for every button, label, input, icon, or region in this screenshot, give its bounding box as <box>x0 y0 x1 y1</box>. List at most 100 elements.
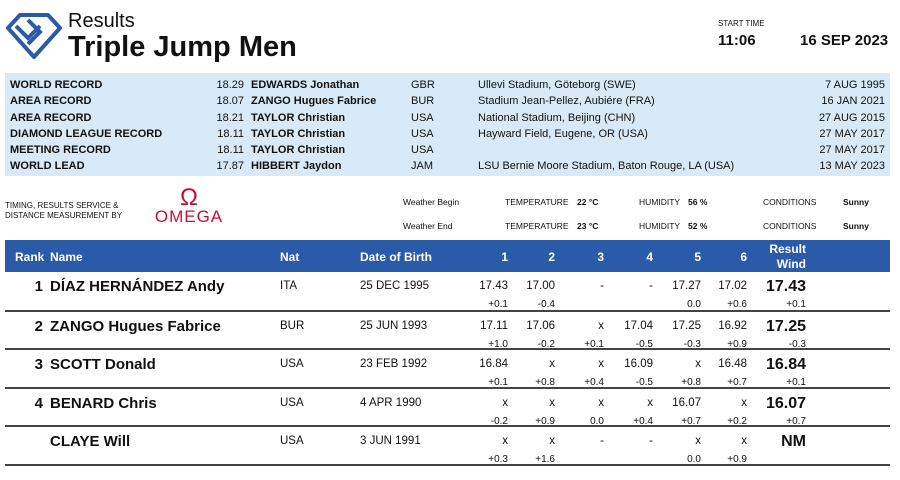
attempt-mark: 17.04 <box>624 320 653 332</box>
record-date: 27 MAY 2017 <box>819 144 885 157</box>
attempt-mark: x <box>741 435 747 447</box>
record-venue: National Stadium, Beijing (CHN) <box>478 111 636 124</box>
attempt-mark: - <box>649 435 653 447</box>
attempt-wind: 0.0 <box>687 454 701 465</box>
attempt-mark: x <box>549 397 555 409</box>
rank: 1 <box>34 278 43 295</box>
weather-hum-label: HUMIDITY <box>639 197 681 207</box>
record-venue: Hayward Field, Eugene, OR (USA) <box>478 127 648 140</box>
start-time: 11:06 <box>718 32 756 49</box>
date-of-birth: 23 FEB 1992 <box>360 358 428 370</box>
attempt-wind: -0.5 <box>635 377 653 388</box>
attempt-wind: +0.7 <box>681 416 701 427</box>
header-attempt-1: 1 <box>501 250 508 264</box>
record-date: 27 AUG 2015 <box>818 111 885 124</box>
rank: 2 <box>34 318 43 335</box>
attempt-wind: +0.6 <box>727 299 747 310</box>
weather-hum: 52 % <box>688 221 708 231</box>
athlete-name: SCOTT Donald <box>50 356 156 373</box>
record-row: AREA RECORD 18.21 TAYLOR Christian USA Natio… <box>5 110 890 126</box>
record-nat: USA <box>411 144 434 157</box>
header-rank: Rank <box>15 250 45 264</box>
attempt-mark: x <box>695 358 701 370</box>
header-dob: Date of Birth <box>360 250 432 264</box>
attempt-mark: x <box>598 320 604 332</box>
table-row: 3 SCOTT Donald USA 23 FEB 1992 16.84 +0.1 x +0.… <box>5 350 890 389</box>
weather-hum-label: HUMIDITY <box>639 221 681 231</box>
start-time-label: START TIME <box>718 19 765 28</box>
athlete-name: CLAYE Will <box>50 433 131 450</box>
omega-wordmark: OMEGA <box>154 207 224 226</box>
attempt-mark: - <box>600 280 604 292</box>
result-mark: 17.25 <box>765 318 806 335</box>
record-mark: 18.07 <box>216 95 244 108</box>
table-row: 2 ZANGO Hugues Fabrice BUR 25 JUN 1993 17.11… <box>5 312 890 350</box>
weather-temp: 23 °C <box>577 221 599 231</box>
weather-cond-label: CONDITIONS <box>763 221 817 231</box>
attempt-wind: +0.1 <box>584 339 604 350</box>
weather-label: Weather Begin <box>403 197 460 207</box>
record-date: 7 AUG 1995 <box>825 79 885 91</box>
attempt-wind: -0.4 <box>537 299 555 310</box>
attempt-mark: x <box>502 435 508 447</box>
attempt-mark: 17.43 <box>479 280 508 292</box>
attempt-wind: +0.1 <box>488 299 508 310</box>
record-date: 27 MAY 2017 <box>819 127 885 140</box>
nationality: USA <box>280 435 304 447</box>
attempt-mark: 16.48 <box>718 358 747 370</box>
result-wind: +0.1 <box>786 299 806 310</box>
attempt-wind: +1.0 <box>488 339 508 350</box>
header-nat: Nat <box>280 250 300 264</box>
record-type: WORLD RECORD <box>10 79 103 91</box>
record-type: AREA RECORD <box>10 95 92 108</box>
omega-logo: Ω OMEGA <box>148 184 230 226</box>
header-attempt-4: 4 <box>646 250 653 264</box>
weather-cond-label: CONDITIONS <box>763 197 817 207</box>
attempt-wind: +0.4 <box>633 416 653 427</box>
record-athlete: TAYLOR Christian <box>251 111 346 124</box>
attempt-mark: 17.06 <box>526 320 555 332</box>
header-attempt-5: 5 <box>694 250 701 264</box>
attempt-mark: x <box>598 397 604 409</box>
date-of-birth: 4 APR 1990 <box>360 397 422 409</box>
attempt-mark: 17.00 <box>526 280 555 292</box>
result-wind: +0.7 <box>786 416 806 427</box>
record-row: DIAMOND LEAGUE RECORD 18.11 TAYLOR Christi… <box>5 126 890 142</box>
attempt-mark: 16.84 <box>479 358 508 370</box>
attempt-wind: +1.6 <box>535 454 555 465</box>
attempt-mark: 17.11 <box>480 320 508 332</box>
attempt-wind: +0.4 <box>584 377 604 388</box>
attempt-wind: +0.1 <box>488 377 508 388</box>
record-date: 13 MAY 2023 <box>819 160 885 173</box>
record-mark: 18.21 <box>216 111 244 124</box>
record-type: DIAMOND LEAGUE RECORD <box>10 127 163 140</box>
record-athlete: HIBBERT Jaydon <box>251 160 342 173</box>
athlete-name: DÍAZ HERNÁNDEZ Andy <box>50 278 225 295</box>
header-attempt-6: 6 <box>740 250 747 264</box>
weather-hum: 56 % <box>688 197 708 207</box>
weather-cond: Sunny <box>843 197 869 207</box>
record-athlete: ZANGO Hugues Fabrice <box>251 95 377 108</box>
table-row: 1 DÍAZ HERNÁNDEZ Andy ITA 25 DEC 1995 17.43 +… <box>5 272 890 312</box>
record-row: WORLD LEAD 17.87 HIBBERT Jaydon JAM LSU Bern… <box>5 158 890 174</box>
record-row: WORLD RECORD 18.29 EDWARDS Jonathan GBR Ulle… <box>5 77 890 93</box>
attempt-wind: -0.2 <box>490 416 508 427</box>
attempt-wind: +0.2 <box>727 416 747 427</box>
attempt-mark: 16.07 <box>672 397 701 409</box>
weather-temp: 22 °C <box>577 197 599 207</box>
record-nat: GBR <box>411 79 435 91</box>
record-venue: LSU Bernie Moore Stadium, Baton Rouge, L… <box>478 160 735 173</box>
header-attempt-3: 3 <box>597 250 604 264</box>
omega-icon: Ω <box>180 184 198 211</box>
record-type: AREA RECORD <box>10 111 92 124</box>
rank: 3 <box>34 356 43 373</box>
attempt-mark: x <box>647 397 653 409</box>
result-mark: 17.43 <box>765 278 806 295</box>
attempt-mark: x <box>741 397 747 409</box>
record-athlete: TAYLOR Christian <box>251 144 346 157</box>
attempt-wind: +0.9 <box>727 454 747 465</box>
record-nat: JAM <box>411 160 433 173</box>
header-wind: Wind <box>776 257 806 271</box>
record-row: AREA RECORD 18.07 ZANGO Hugues Fabrice BUR S… <box>5 93 890 109</box>
athlete-name: BENARD Chris <box>50 395 157 412</box>
